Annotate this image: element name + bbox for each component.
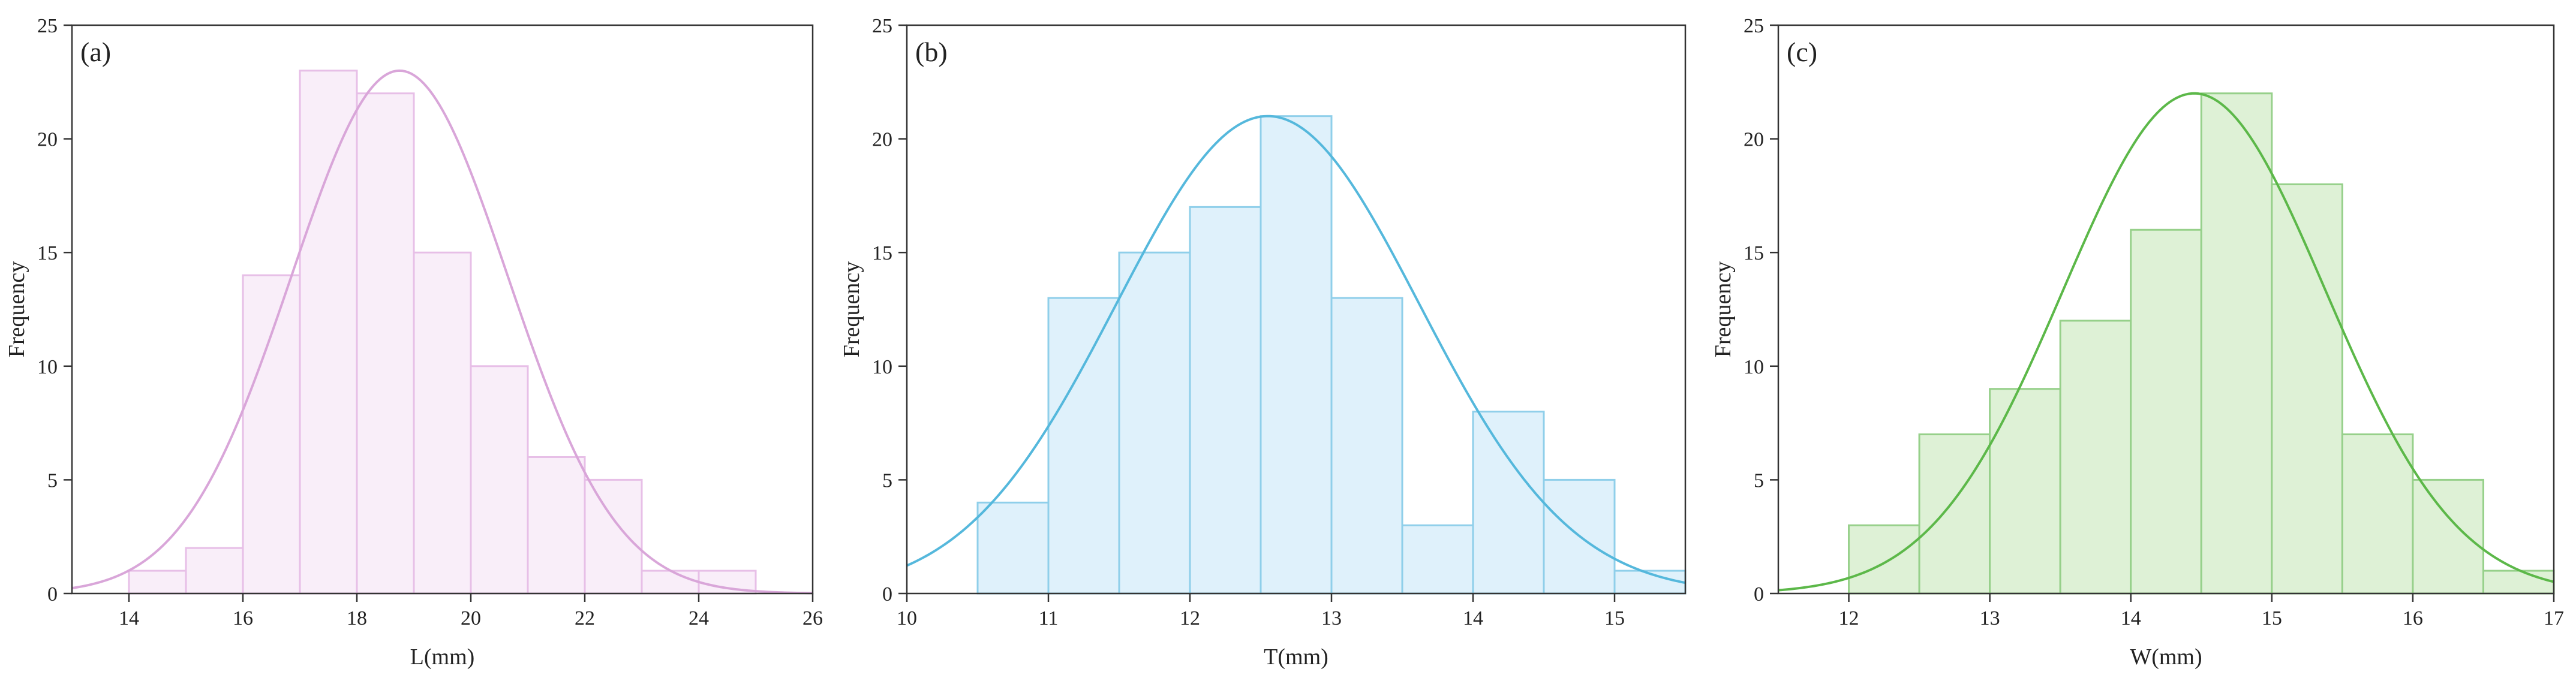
histogram-bar: [641, 570, 700, 595]
panel-label: (b): [915, 37, 948, 67]
y-tick-label: 15: [1744, 242, 1764, 264]
x-tick-label: 12: [1180, 607, 1200, 629]
x-tick-label: 12: [1839, 607, 1859, 629]
x-tick-label: 26: [802, 607, 823, 629]
x-tick-label: 10: [897, 607, 917, 629]
normal-fit-curve: [71, 69, 813, 595]
plot-frame: [71, 24, 814, 595]
x-axis-label: W(mm): [2130, 644, 2202, 670]
panel-label: (a): [80, 37, 111, 67]
x-tick-label: 14: [119, 607, 139, 629]
y-tick-label: 20: [872, 129, 892, 151]
x-axis-label: T(mm): [1264, 644, 1328, 670]
histogram-bar: [2130, 228, 2202, 595]
histogram-bar: [1189, 206, 1262, 595]
y-tick-label: 25: [1744, 15, 1764, 37]
histogram-bar: [2059, 320, 2132, 595]
y-tick-label: 15: [872, 242, 892, 264]
histogram-bar: [1989, 388, 2061, 595]
y-axis-label: Frequency: [4, 261, 29, 357]
histogram-bar: [299, 70, 358, 595]
histogram-bar: [2482, 570, 2555, 595]
y-tick-label: 0: [1754, 583, 1764, 605]
y-tick-label: 5: [882, 469, 892, 492]
histogram-bar: [356, 92, 415, 595]
histogram-bar: [527, 456, 586, 595]
histogram-bar: [1848, 524, 1920, 595]
histogram-bar: [584, 478, 643, 595]
histogram-bar: [470, 365, 529, 595]
x-tick-label: 15: [2262, 607, 2282, 629]
y-tick-label: 5: [1754, 469, 1764, 492]
y-tick-label: 10: [1744, 356, 1764, 378]
x-tick-label: 14: [2121, 607, 2141, 629]
x-tick-label: 16: [233, 607, 253, 629]
x-tick-label: 18: [347, 607, 367, 629]
normal-fit-curve: [1778, 92, 2554, 592]
y-axis-label: Frequency: [1711, 261, 1736, 357]
y-tick-label: 20: [37, 129, 58, 151]
y-tick-label: 0: [882, 583, 892, 605]
histogram-bar: [242, 274, 301, 595]
histogram-bar: [413, 251, 472, 595]
histogram-bar: [1472, 411, 1545, 595]
x-tick-label: 13: [1980, 607, 2000, 629]
normal-fit-curve: [906, 115, 1686, 584]
y-tick-label: 10: [872, 356, 892, 378]
panel-b: 10 11 12 13 14 15 0 5 10 15 20 25 T(mm) Frequency (b): [839, 15, 1687, 670]
plot-frame: [1777, 24, 2555, 595]
histogram-bar: [976, 501, 1050, 595]
histogram-bar: [1401, 524, 1474, 595]
y-tick-label: 25: [37, 15, 58, 37]
panel-label: (c): [1787, 37, 1817, 67]
panel-a: 14 16 18 20 22 24 26 0 5 10 15 20 25 L(mm) Frequency (a…: [4, 15, 823, 670]
y-tick-label: 10: [37, 356, 58, 378]
y-tick-label: 15: [37, 242, 58, 264]
y-tick-label: 25: [872, 15, 892, 37]
x-tick-label: 11: [1039, 607, 1059, 629]
histogram-bar: [1118, 251, 1191, 595]
y-tick-label: 0: [47, 583, 58, 605]
x-tick-label: 13: [1321, 607, 1342, 629]
histogram-bar: [2412, 478, 2484, 595]
histogram-bar: [1330, 297, 1403, 595]
histogram-bar: [1260, 115, 1333, 595]
x-tick-label: 24: [689, 607, 709, 629]
x-tick-label: 20: [461, 607, 481, 629]
histogram-bar: [2341, 433, 2414, 595]
x-tick-label: 22: [575, 607, 595, 629]
x-tick-label: 15: [1604, 607, 1625, 629]
x-tick-label: 16: [2403, 607, 2423, 629]
histogram-bar: [1047, 297, 1120, 595]
histogram-bar: [2200, 92, 2273, 595]
y-tick-label: 20: [1744, 129, 1764, 151]
x-tick-label: 14: [1463, 607, 1483, 629]
panel-c: 12 13 14 15 16 17 0 5 10 15 20 25 W(mm) Frequency (c): [1711, 15, 2564, 670]
histogram-bar: [1918, 433, 1991, 595]
x-axis-label: L(mm): [410, 644, 475, 670]
x-tick-label: 17: [2544, 607, 2564, 629]
plot-frame: [906, 24, 1687, 595]
y-axis-label: Frequency: [839, 261, 864, 357]
histogram-bar: [128, 570, 187, 595]
histogram-bar: [185, 547, 244, 595]
y-tick-label: 5: [47, 469, 58, 492]
